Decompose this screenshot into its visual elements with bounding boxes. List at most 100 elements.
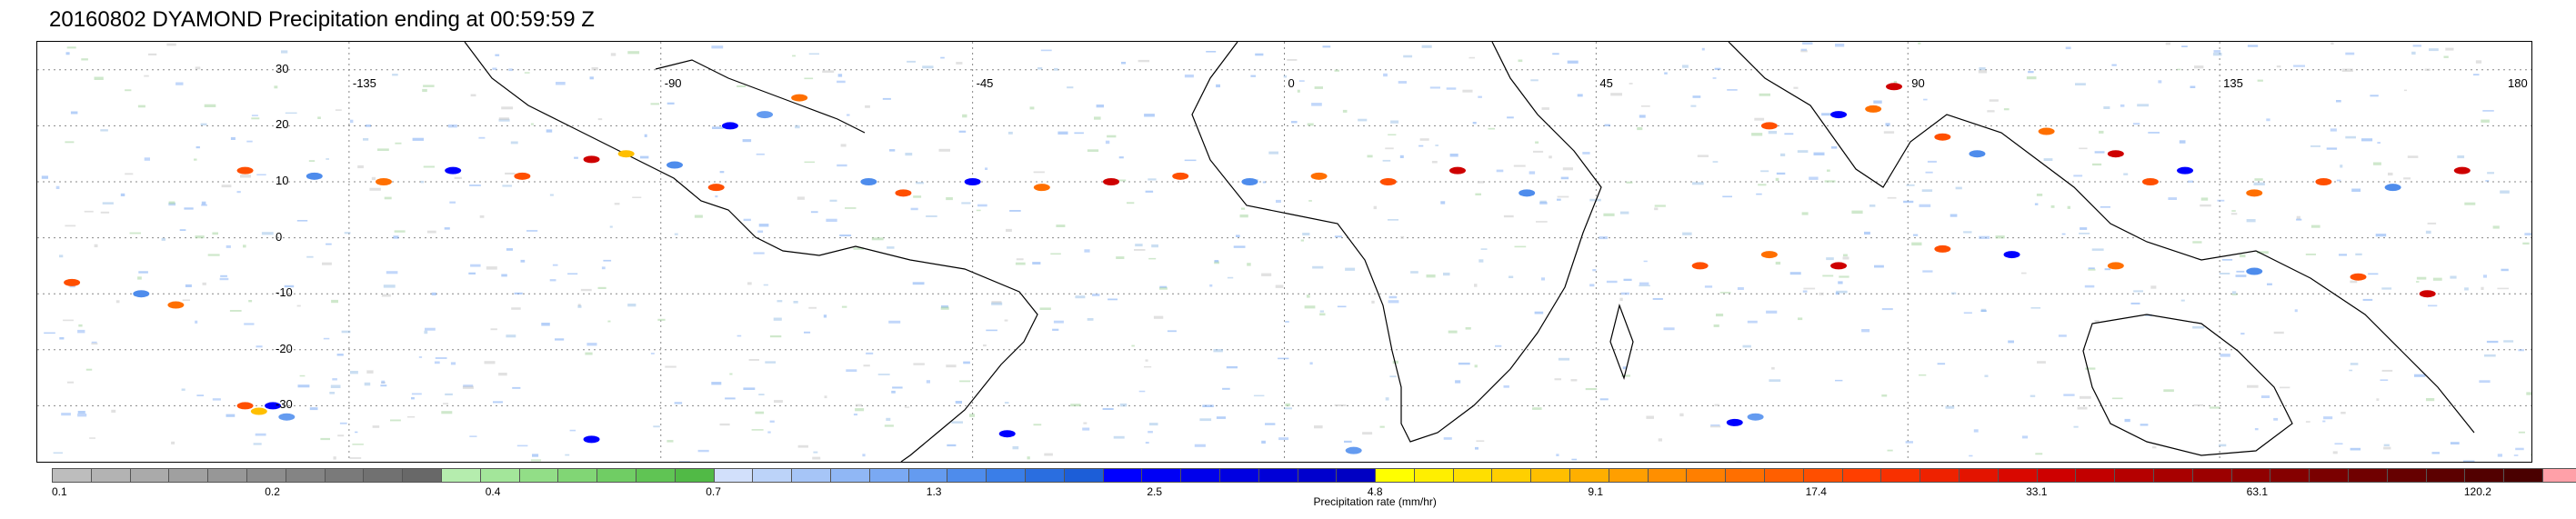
coastlines bbox=[464, 42, 2475, 462]
stipple-mark bbox=[1145, 442, 1149, 444]
stipple-mark bbox=[2030, 394, 2036, 397]
stipple-mark bbox=[667, 102, 675, 105]
colorbar-swatch bbox=[636, 469, 676, 482]
colorbar-swatch bbox=[2465, 469, 2505, 482]
stipple-mark bbox=[823, 314, 827, 318]
stipple-mark bbox=[326, 158, 329, 160]
stipple-mark bbox=[41, 175, 48, 179]
stipple-mark bbox=[1478, 95, 1482, 98]
stipple-mark bbox=[1449, 154, 1458, 157]
stipple-mark bbox=[2503, 340, 2514, 343]
stipple-mark bbox=[2084, 284, 2095, 288]
colorbar-swatch bbox=[1219, 469, 1259, 482]
stipple-mark bbox=[1937, 363, 1946, 365]
stipple-mark bbox=[1756, 193, 1762, 195]
stipple-mark bbox=[845, 207, 857, 209]
stipple-mark bbox=[2411, 51, 2416, 55]
stipple-mark bbox=[285, 112, 297, 115]
stipple-mark bbox=[493, 401, 503, 404]
stipple-mark bbox=[577, 304, 582, 308]
stipple-mark bbox=[526, 230, 538, 232]
colorbar-tick-label: 0.4 bbox=[485, 485, 501, 498]
stipple-mark bbox=[2043, 158, 2053, 161]
stipple-mark bbox=[1113, 435, 1125, 439]
colorbar-tick-label: 9.1 bbox=[1588, 485, 1604, 498]
stipple-mark bbox=[2192, 325, 2205, 329]
stipple-mark bbox=[1121, 62, 1127, 65]
stipple-mark bbox=[650, 103, 659, 105]
stipple-mark bbox=[486, 266, 497, 270]
stipple-mark bbox=[236, 191, 241, 194]
stipple-mark bbox=[454, 176, 462, 179]
colorbar-swatch bbox=[830, 469, 870, 482]
stipple-mark bbox=[2388, 172, 2393, 176]
stipple-mark bbox=[1227, 276, 1234, 279]
map-canvas bbox=[37, 42, 2531, 462]
colorbar-tick-label: 0.2 bbox=[265, 485, 280, 498]
stipple-mark bbox=[1388, 219, 1398, 221]
stipple-mark bbox=[2219, 273, 2230, 274]
stipple-mark bbox=[694, 215, 703, 218]
stipple-mark bbox=[983, 344, 987, 347]
stipple-mark bbox=[1465, 327, 1471, 330]
stipple-mark bbox=[826, 218, 837, 222]
stipple-mark bbox=[1209, 284, 1213, 287]
stipple-mark bbox=[470, 264, 481, 267]
stipple-mark bbox=[1585, 388, 1598, 391]
colorbar-swatch bbox=[1453, 469, 1493, 482]
stipple-mark bbox=[1919, 204, 1931, 207]
stipple-mark bbox=[1819, 292, 1824, 295]
stipple-mark bbox=[1654, 205, 1666, 207]
stipple-mark bbox=[2484, 354, 2496, 357]
precip-cell bbox=[1760, 251, 1778, 259]
stipple-mark bbox=[653, 425, 660, 428]
stipple-mark bbox=[2148, 132, 2160, 134]
stipple-mark bbox=[986, 329, 997, 332]
stipple-mark bbox=[350, 371, 358, 374]
precip-cell bbox=[133, 290, 150, 298]
stipple-mark bbox=[2407, 155, 2419, 158]
colorbar-swatch bbox=[1492, 469, 1532, 482]
stipple-mark bbox=[1979, 67, 1986, 70]
stipple-mark bbox=[1145, 359, 1148, 362]
precip-cell bbox=[375, 178, 392, 185]
stipple-mark bbox=[1421, 45, 1432, 48]
stipple-mark bbox=[1382, 159, 1391, 162]
precip-cell bbox=[1379, 178, 1397, 185]
stipple-mark bbox=[2177, 68, 2181, 71]
stipple-mark bbox=[1507, 116, 1514, 119]
stipple-mark bbox=[1074, 132, 1084, 135]
colorbar-swatch bbox=[169, 469, 209, 482]
stipple-mark bbox=[2431, 452, 2440, 454]
colorbar-swatch bbox=[558, 469, 598, 482]
precip-cell bbox=[265, 402, 282, 410]
stipple-mark bbox=[1302, 233, 1310, 235]
precip-cell bbox=[1760, 122, 1778, 130]
stipple-mark bbox=[1918, 42, 1921, 45]
stipple-mark bbox=[632, 196, 642, 198]
stipple-mark bbox=[1646, 415, 1654, 419]
stipple-mark bbox=[2256, 251, 2269, 255]
stipple-mark bbox=[469, 185, 481, 186]
stipple-mark bbox=[2361, 138, 2373, 142]
stipple-mark bbox=[1503, 385, 1509, 388]
stipple-mark bbox=[1247, 263, 1251, 266]
stipple-mark bbox=[1610, 93, 1622, 96]
stipple-mark bbox=[1298, 80, 1305, 82]
stipple-mark bbox=[1864, 231, 1870, 235]
stipple-mark bbox=[498, 117, 509, 120]
stipple-mark bbox=[59, 255, 64, 258]
stipple-mark bbox=[751, 429, 764, 431]
stipple-mark bbox=[1557, 198, 1561, 201]
stipple-mark bbox=[2497, 454, 2502, 457]
stipple-mark bbox=[2037, 361, 2046, 364]
stipple-mark bbox=[2130, 302, 2140, 304]
stipple-mark bbox=[808, 306, 817, 309]
stipple-mark bbox=[2310, 225, 2320, 228]
precip-cell bbox=[1345, 446, 1362, 454]
stipple-mark bbox=[1541, 277, 1545, 281]
stipple-mark bbox=[969, 414, 975, 417]
stipple-mark bbox=[212, 398, 221, 401]
stipple-mark bbox=[2094, 151, 2105, 154]
stipple-mark bbox=[1016, 258, 1024, 261]
